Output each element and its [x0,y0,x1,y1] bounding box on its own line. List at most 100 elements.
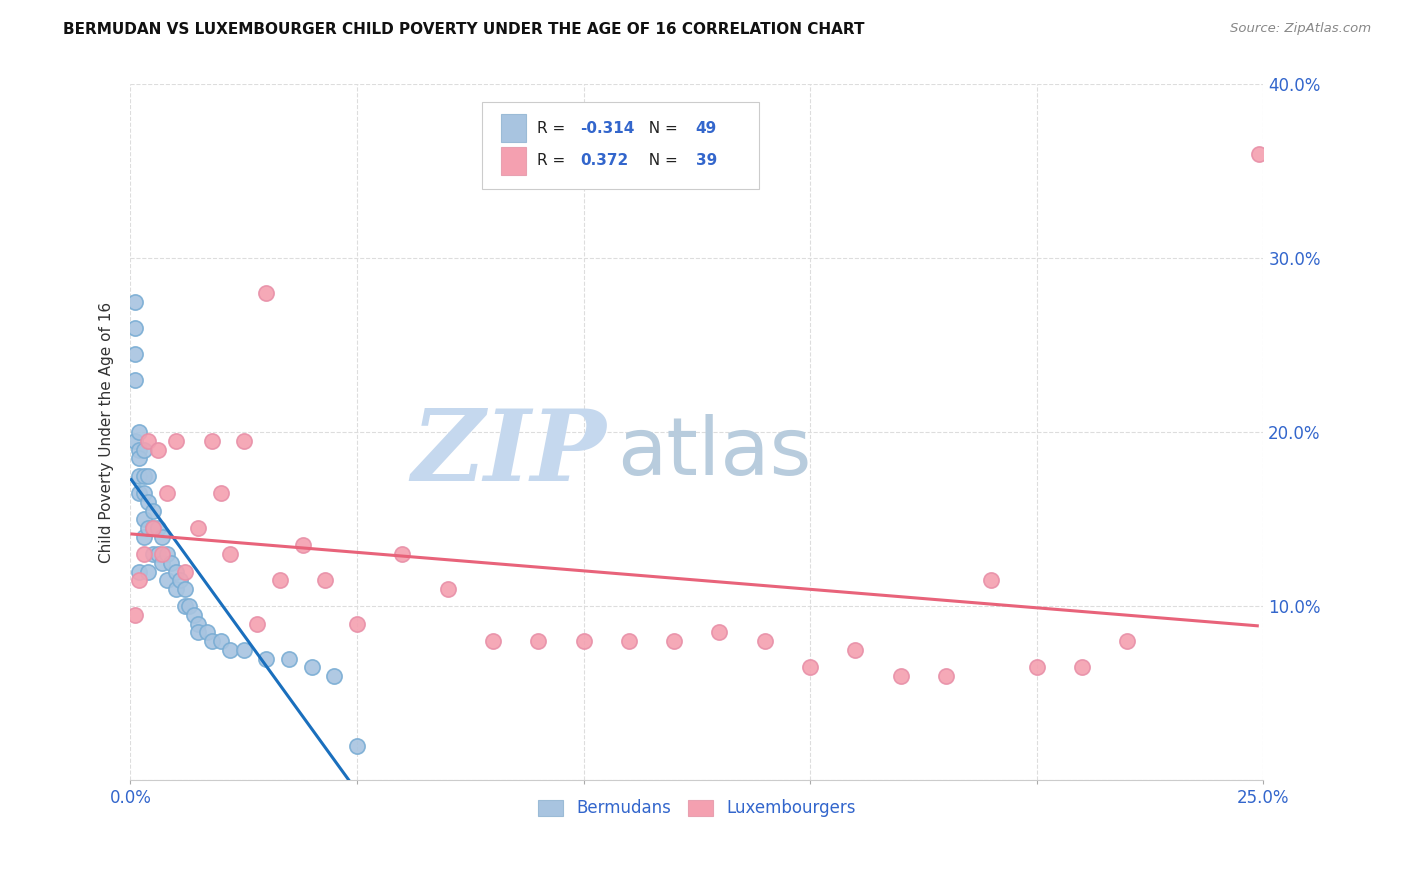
Point [150,530,173,544]
Point [150,556,173,570]
Point [138,434,160,448]
Point [138,495,160,509]
Point [173,599,195,614]
Point [128,451,150,466]
Point [128,486,150,500]
Point [169,573,191,587]
Point [219,547,242,561]
Point [209,634,232,648]
Point [278,651,301,665]
Point [132,547,155,561]
Point [160,556,183,570]
Point [146,547,169,561]
Point [124,434,146,448]
Point [142,521,165,535]
Point [754,634,776,648]
Text: ZIP: ZIP [411,405,606,501]
Point [165,565,187,579]
Point [124,607,146,622]
Point [155,573,177,587]
Point [128,425,150,440]
FancyBboxPatch shape [482,102,759,189]
Point [254,651,277,665]
Text: BERMUDAN VS LUXEMBOURGER CHILD POVERTY UNDER THE AGE OF 16 CORRELATION CHART: BERMUDAN VS LUXEMBOURGER CHILD POVERTY U… [63,22,865,37]
Text: -0.314: -0.314 [581,120,634,136]
Point [346,616,368,631]
Point [527,634,550,648]
Point [187,616,209,631]
Point [1116,634,1139,648]
Point [1247,147,1270,161]
Point [246,616,269,631]
Point [173,565,195,579]
Point [436,582,458,596]
Point [138,565,160,579]
Point [146,521,169,535]
Text: N =: N = [640,120,683,136]
Point [155,547,177,561]
Point [142,521,165,535]
Point [124,373,146,387]
Point [617,634,640,648]
Point [201,434,224,448]
Point [128,565,150,579]
Point [142,503,165,517]
Point [209,486,232,500]
Point [799,660,821,674]
Point [132,486,155,500]
Point [165,582,187,596]
Text: N =: N = [640,153,683,169]
Point [142,547,165,561]
Point [301,660,323,674]
Text: Source: ZipAtlas.com: Source: ZipAtlas.com [1230,22,1371,36]
Point [146,442,169,457]
Text: R =: R = [537,120,571,136]
Point [165,434,187,448]
Point [138,468,160,483]
Text: 39: 39 [696,153,717,169]
Point [232,643,254,657]
Point [183,607,205,622]
Legend: Bermudans, Luxembourgers: Bermudans, Luxembourgers [531,793,862,824]
Point [314,573,336,587]
Text: R =: R = [537,153,571,169]
Point [124,347,146,361]
Point [662,634,685,648]
Point [132,530,155,544]
Point [346,739,368,753]
Point [150,547,173,561]
FancyBboxPatch shape [501,114,526,142]
Point [844,643,866,657]
Point [219,643,242,657]
Point [132,468,155,483]
Point [128,468,150,483]
Point [709,625,731,640]
Point [124,321,146,335]
Point [132,442,155,457]
Point [391,547,413,561]
Point [254,286,277,301]
Point [155,486,177,500]
Y-axis label: Child Poverty Under the Age of 16: Child Poverty Under the Age of 16 [100,301,114,563]
Point [232,434,254,448]
Point [124,294,146,309]
Point [128,442,150,457]
Point [323,669,346,683]
Point [195,625,218,640]
Text: atlas: atlas [617,414,811,492]
Point [482,634,505,648]
Point [1071,660,1094,674]
Point [890,669,912,683]
Text: 49: 49 [696,120,717,136]
Point [980,573,1002,587]
Point [187,625,209,640]
Point [935,669,957,683]
Point [179,599,201,614]
Point [201,634,224,648]
Point [128,573,150,587]
Point [173,582,195,596]
Point [291,538,314,552]
Point [187,521,209,535]
Text: 0.372: 0.372 [581,153,628,169]
Point [269,573,291,587]
